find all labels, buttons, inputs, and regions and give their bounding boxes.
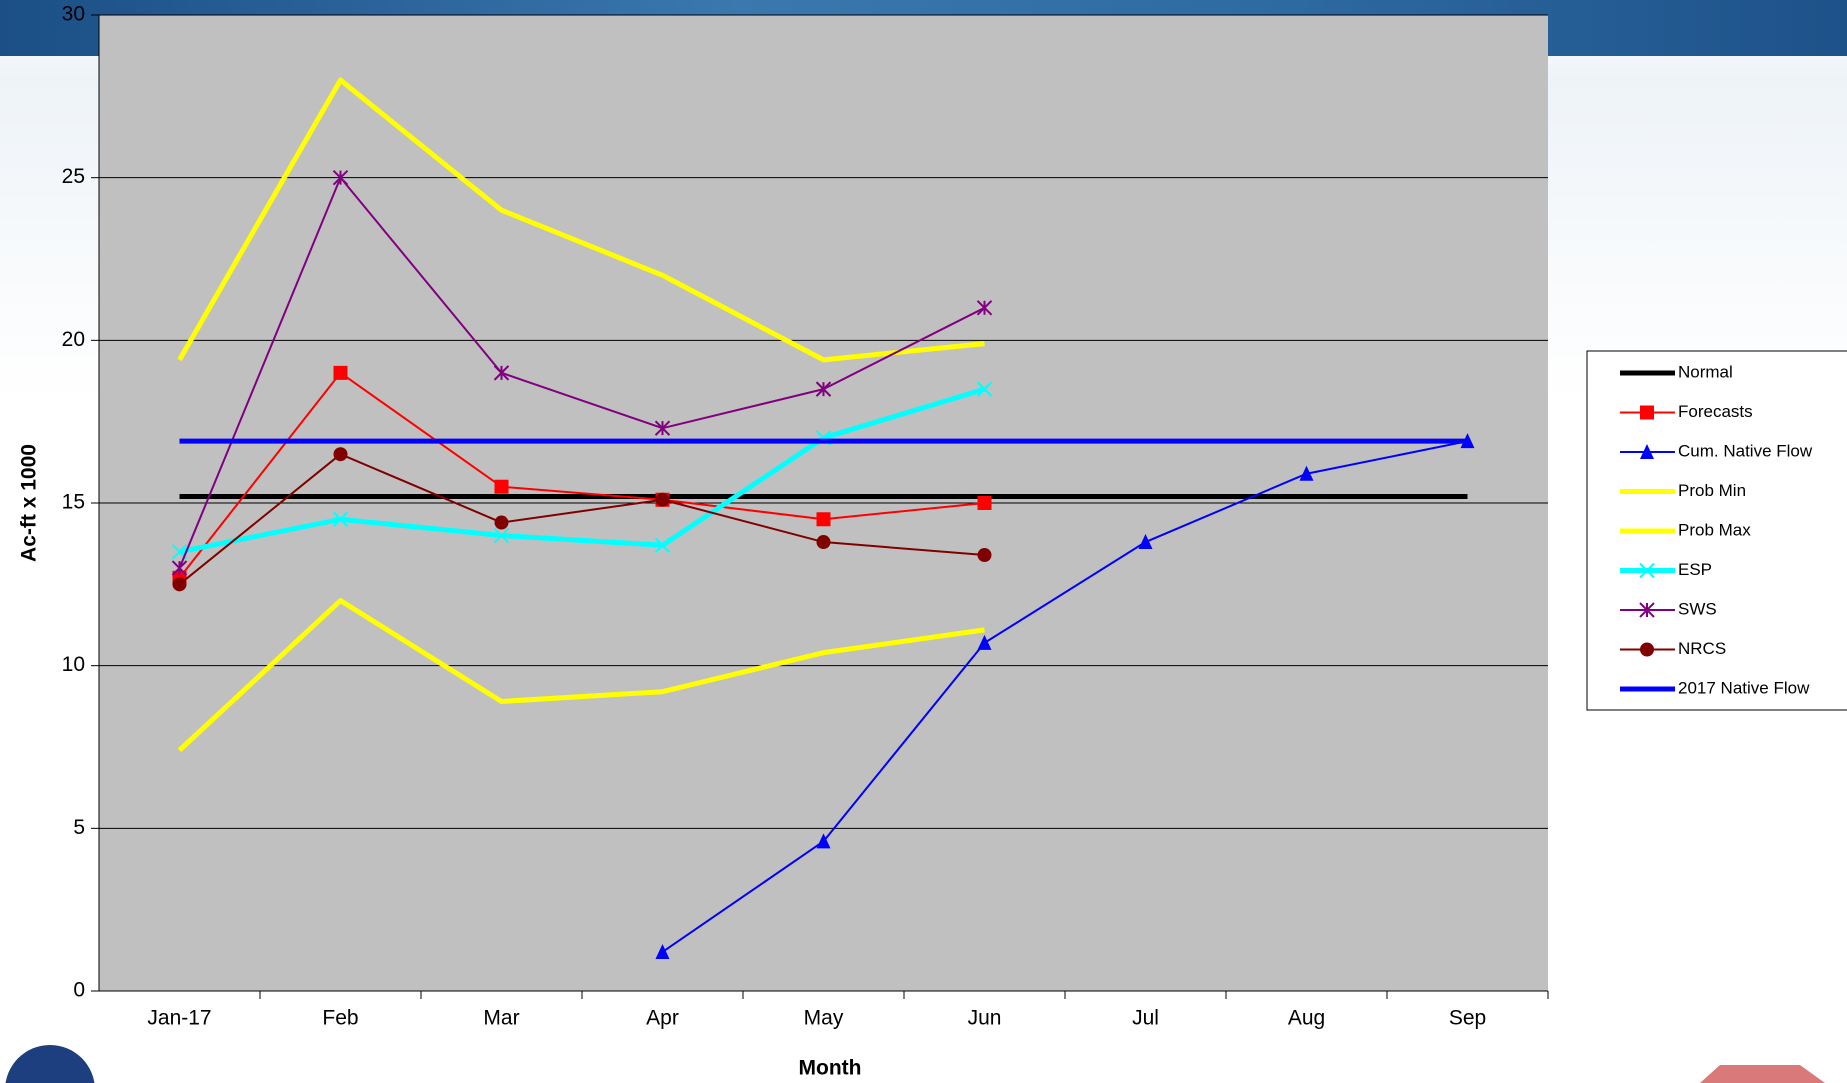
data-point: [494, 479, 509, 494]
series-line: [178, 176, 985, 569]
legend-marker: [1640, 444, 1654, 459]
data-point: [816, 535, 831, 550]
data-point: [332, 169, 349, 186]
data-point: [815, 381, 832, 397]
legend-marker: [1640, 405, 1654, 420]
series-line: [179, 386, 986, 555]
series-line: [177, 598, 985, 753]
series-line: [661, 440, 1468, 953]
y-tick-label: 25: [62, 165, 85, 188]
y-tick-label: 0: [73, 979, 85, 1002]
y-axis-label: Ac-ft x 1000: [18, 444, 41, 562]
data-point: [654, 420, 671, 436]
x-tick-label: May: [804, 1007, 844, 1030]
legend-marker: [1640, 642, 1654, 657]
x-axis-label: Month: [799, 1057, 862, 1080]
y-tick-label: 15: [62, 491, 85, 514]
x-tick-label: Aug: [1288, 1007, 1325, 1030]
legend-label: SWS: [1678, 599, 1717, 618]
x-tick-label: Jul: [1132, 1007, 1159, 1030]
data-point: [493, 365, 510, 381]
legend-marker: [1639, 562, 1655, 579]
data-point: [977, 634, 992, 650]
data-point: [816, 833, 831, 849]
series-line: [177, 77, 985, 363]
data-point: [977, 548, 992, 563]
x-tick-label: Jan-17: [147, 1007, 211, 1030]
legend-label: 2017 Native Flow: [1678, 678, 1810, 697]
x-tick-label: Jun: [968, 1007, 1002, 1030]
legend-label: Prob Min: [1678, 481, 1746, 500]
y-tick-label: 5: [73, 816, 85, 839]
y-tick-label: 20: [62, 328, 85, 351]
legend-label: Normal: [1678, 362, 1733, 381]
data-point: [332, 511, 349, 527]
data-point: [171, 560, 188, 576]
logo-left: [5, 1045, 95, 1083]
legend-label: ESP: [1678, 560, 1712, 579]
legend-label: Prob Max: [1678, 520, 1751, 539]
series-line: [178, 371, 985, 579]
logo-right: [1700, 1065, 1825, 1083]
x-tick-label: Feb: [322, 1007, 358, 1030]
data-point: [1138, 534, 1153, 550]
data-point: [976, 300, 993, 316]
data-point: [493, 527, 510, 544]
data-point: [333, 365, 348, 380]
data-point: [655, 943, 670, 959]
data-point: [494, 515, 509, 530]
data-point: [654, 537, 671, 554]
data-point: [655, 492, 670, 507]
data-point: [333, 447, 348, 462]
y-tick-label: 30: [62, 3, 85, 26]
data-point: [1299, 465, 1314, 481]
data-point: [976, 381, 993, 397]
legend-marker: [1639, 602, 1655, 618]
data-point: [172, 577, 187, 592]
x-tick-label: Apr: [646, 1007, 679, 1030]
series-line: [178, 453, 985, 586]
y-tick-label: 10: [62, 653, 85, 676]
data-point: [977, 496, 992, 510]
data-point: [816, 512, 831, 527]
x-tick-label: Sep: [1449, 1007, 1486, 1030]
x-tick-label: Mar: [483, 1007, 519, 1030]
legend-label: Cum. Native Flow: [1678, 441, 1813, 460]
legend-label: Forecasts: [1678, 402, 1753, 421]
legend-label: NRCS: [1678, 639, 1726, 658]
